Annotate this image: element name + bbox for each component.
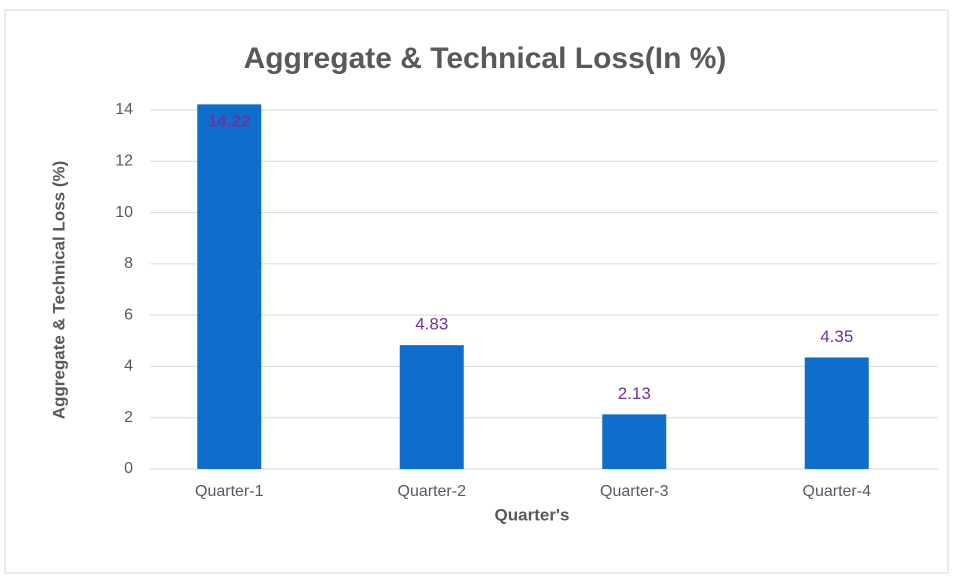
x-tick-label: Quarter-4: [803, 483, 872, 500]
bar: [804, 357, 869, 469]
y-axis-label: Aggregate & Technical Loss (%): [49, 161, 68, 420]
data-label: 2.13: [618, 384, 651, 403]
y-tick-label: 0: [124, 460, 133, 477]
y-tick-label: 6: [124, 306, 133, 323]
y-tick-label: 12: [115, 153, 133, 170]
data-label: 4.83: [415, 315, 448, 334]
x-axis-label: Quarter's: [495, 505, 570, 524]
chart-title: Aggregate & Technical Loss(In %): [244, 42, 727, 75]
chart-border: [4, 9, 949, 574]
y-tick-label: 14: [115, 101, 133, 118]
x-tick-label: Quarter-2: [398, 483, 467, 500]
bar: [399, 345, 464, 469]
y-tick-label: 2: [124, 409, 133, 426]
y-tick-label: 4: [124, 358, 133, 375]
bar: [602, 414, 667, 469]
x-tick-label: Quarter-1: [195, 483, 264, 500]
data-label: 4.35: [820, 327, 853, 346]
y-tick-label: 8: [124, 255, 133, 272]
x-tick-label: Quarter-3: [600, 483, 669, 500]
y-tick-label: 10: [115, 204, 133, 221]
data-label: 14.22: [208, 111, 251, 130]
bar: [197, 104, 262, 469]
